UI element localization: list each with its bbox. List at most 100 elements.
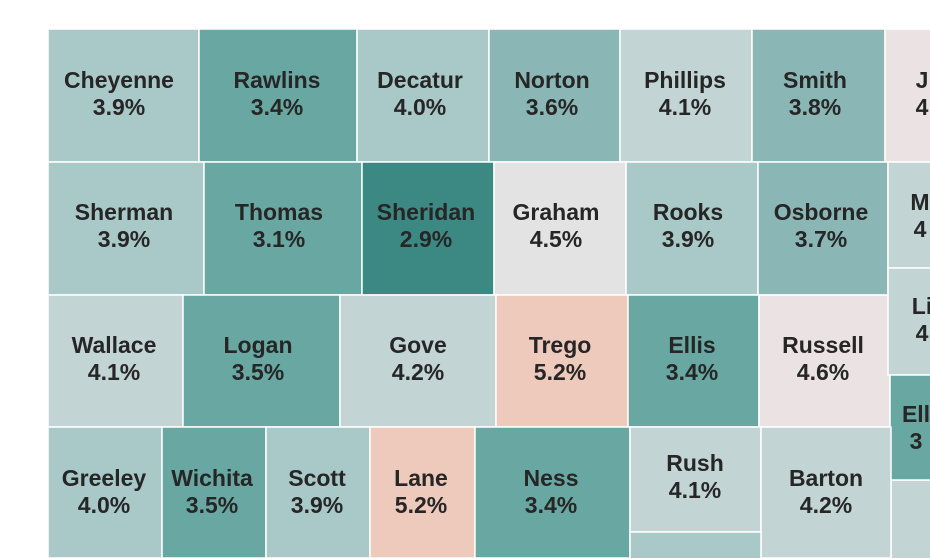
county-value-label: 4.2%	[392, 359, 444, 385]
county-cell[interactable]	[629, 531, 762, 558]
county-p[interactable]: P	[629, 531, 762, 558]
county-name-label: Osborne	[774, 199, 869, 225]
county-name-label: Scott	[288, 465, 346, 491]
county-name-label: Norton	[514, 67, 589, 93]
county-cell[interactable]	[339, 294, 497, 428]
county-name-label: Ell	[902, 401, 930, 427]
county-cell[interactable]	[629, 426, 762, 533]
county-value-label: 4.1%	[669, 477, 721, 503]
county-name-label: Trego	[529, 332, 592, 358]
county-value-label: 3.4%	[525, 492, 577, 518]
county-value-label: 3.4%	[666, 359, 718, 385]
county-m[interactable]: M4	[887, 161, 930, 269]
county-value-label: 3.5%	[232, 359, 284, 385]
county-value-label: 4.0%	[394, 94, 446, 120]
county-cell[interactable]	[758, 294, 891, 428]
county-value-label: 4.0%	[78, 492, 130, 518]
county-cell[interactable]	[493, 161, 627, 296]
county-cell[interactable]	[625, 161, 759, 296]
county-cell[interactable]	[760, 426, 892, 558]
county-name-label: Lane	[394, 465, 448, 491]
county-value-label: 3.8%	[789, 94, 841, 120]
county-name-label: Sherman	[75, 199, 173, 225]
county-value-label: 3.9%	[93, 94, 145, 120]
county-cell[interactable]	[356, 28, 490, 163]
county-cell[interactable]	[889, 374, 930, 481]
county-value-label: 3.7%	[795, 226, 847, 252]
county-name-label: Rush	[666, 450, 724, 476]
county-name-label: J	[916, 67, 929, 93]
county-name-label: Gove	[389, 332, 447, 358]
county-cell[interactable]	[47, 294, 184, 428]
county-cell[interactable]	[265, 426, 371, 558]
county-cell[interactable]	[619, 28, 753, 163]
county-name-label: Wallace	[72, 332, 157, 358]
county-name-label: Smith	[783, 67, 847, 93]
county-name-label: Cheyenne	[64, 67, 174, 93]
county-value-label: 5.2%	[395, 492, 447, 518]
county-value-label: 3.5%	[186, 492, 238, 518]
county-value-label: 4.1%	[88, 359, 140, 385]
county-cell[interactable]	[495, 294, 629, 428]
county-li[interactable]: Li4	[887, 267, 930, 376]
county-name-label: Phillips	[644, 67, 726, 93]
county-cell[interactable]	[182, 294, 341, 428]
county-cell[interactable]	[887, 161, 930, 269]
county-name-label: Greeley	[62, 465, 147, 491]
county-value-label: 2.9%	[400, 226, 452, 252]
county-cell[interactable]	[488, 28, 621, 163]
county-value-label: 4	[916, 94, 929, 120]
county-name-label: Decatur	[377, 67, 463, 93]
county-name-label: M	[910, 189, 929, 215]
county-cell[interactable]	[751, 28, 886, 163]
county-cell[interactable]	[627, 294, 760, 428]
county-cell[interactable]	[47, 426, 163, 558]
county-value-label: 3.6%	[526, 94, 578, 120]
county-cell[interactable]	[884, 28, 930, 163]
county-cell[interactable]	[198, 28, 358, 163]
county-cell[interactable]	[361, 161, 495, 296]
county-cell[interactable]	[757, 161, 889, 296]
county-cell[interactable]	[47, 28, 200, 163]
county-name-label: Sheridan	[377, 199, 475, 225]
county-value-label: 4.1%	[659, 94, 711, 120]
county-cell[interactable]	[161, 426, 267, 558]
county-value-label: 4	[914, 216, 927, 242]
county-name-label: Wichita	[171, 465, 253, 491]
county-value-label: 4.5%	[530, 226, 582, 252]
county-name-label: Thomas	[235, 199, 323, 225]
county-name-label: Li	[912, 293, 930, 319]
county-j[interactable]: J4	[884, 28, 930, 163]
county-value-label: 3.9%	[98, 226, 150, 252]
county-name-label: Rooks	[653, 199, 723, 225]
county-value-label: 4.2%	[800, 492, 852, 518]
county-name-label: Russell	[782, 332, 864, 358]
